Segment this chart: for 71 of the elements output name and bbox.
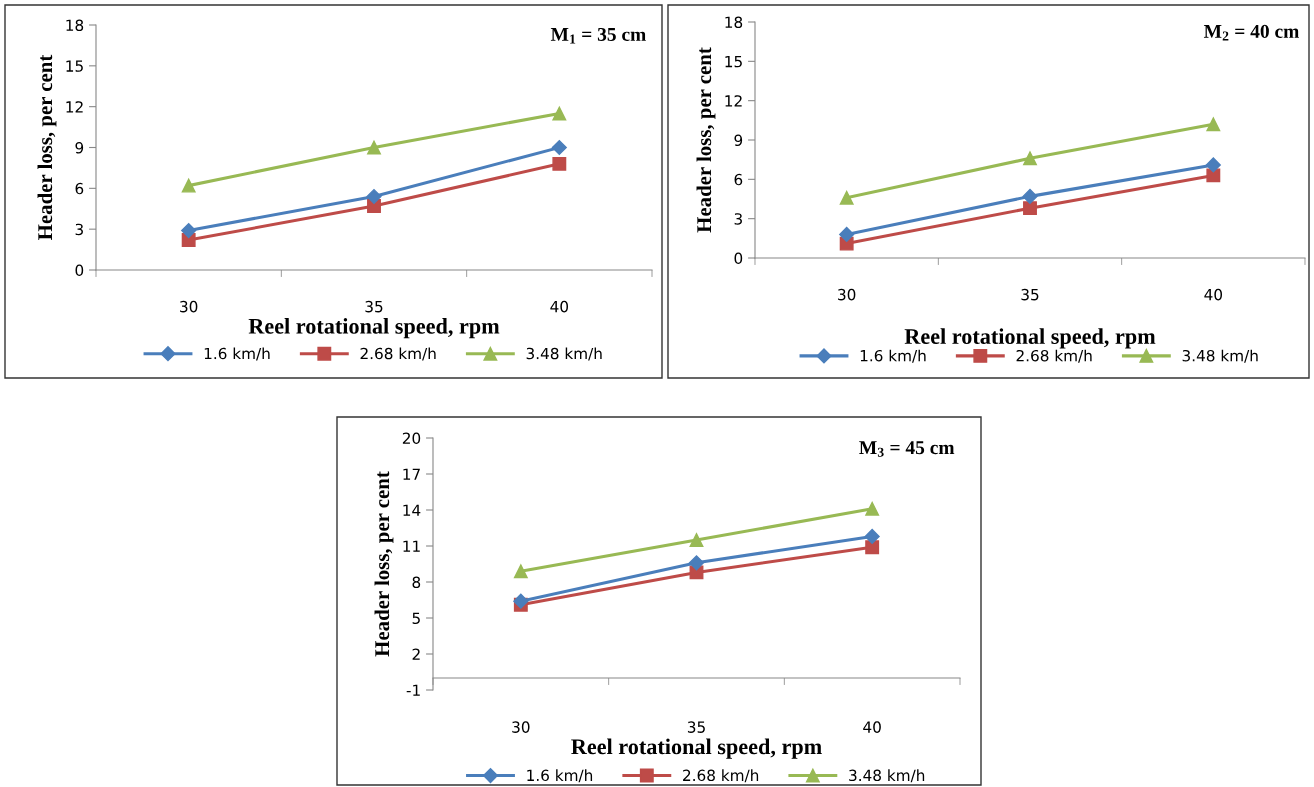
y-tick-label: 9 <box>75 141 84 154</box>
y-tick-label: 5 <box>412 612 420 625</box>
point <box>552 156 567 171</box>
point <box>689 533 704 547</box>
y-tick-label: 0 <box>75 264 84 277</box>
x-tick-label: 40 <box>863 721 881 733</box>
x-tick-label: 30 <box>512 721 530 733</box>
x-tick-label: 30 <box>838 288 856 301</box>
y-axis-title: Header loss, per cent <box>374 471 394 657</box>
x-tick-label: 40 <box>1204 288 1223 301</box>
y-axis-title: Header loss, per cent <box>37 54 57 240</box>
y-tick-label: 3 <box>734 213 742 225</box>
x-tick-label: 35 <box>687 721 705 733</box>
y-tick-label: 20 <box>402 432 421 445</box>
y-axis-title: Header loss, per cent <box>696 47 716 233</box>
point <box>181 178 196 193</box>
point <box>513 564 528 579</box>
legend-label: 1.6 km/h <box>860 349 926 363</box>
y-tick-label: 15 <box>66 60 83 72</box>
y-tick-label: 12 <box>66 101 83 113</box>
legend-label: 3.48 km/h <box>526 347 602 361</box>
point <box>865 501 880 516</box>
point <box>366 188 382 205</box>
y-tick-label: 14 <box>403 504 421 516</box>
legend-label: 3.48 km/h <box>849 769 925 783</box>
y-tick-label: 11 <box>403 540 420 552</box>
point <box>513 593 529 609</box>
point <box>1023 201 1037 216</box>
y-tick-label: 6 <box>734 173 743 186</box>
point <box>865 540 880 555</box>
point <box>1206 117 1221 132</box>
y-tick-label: 12 <box>725 95 742 107</box>
annotation: M$_{3}$ = 45 cm <box>859 441 955 457</box>
point <box>1023 151 1037 166</box>
point <box>181 222 197 239</box>
point <box>839 226 855 242</box>
legend-label: 1.6 km/h <box>527 769 593 783</box>
x-tick-label: 30 <box>180 300 198 313</box>
y-tick-label: 8 <box>412 576 421 589</box>
annotation: M$_{2}$ = 40 cm <box>1203 24 1299 41</box>
legend-label: 3.48 km/h <box>1182 349 1258 363</box>
x-axis-title: Reel rotational speed, rpm <box>904 328 1156 349</box>
x-tick-label: 35 <box>1021 288 1039 301</box>
x-axis-title: Reel rotational speed, rpm <box>248 318 500 339</box>
point <box>1022 188 1038 204</box>
legend-label: 2.68 km/h <box>1016 349 1092 363</box>
y-tick-label: 17 <box>403 468 420 480</box>
y-tick-label: 6 <box>75 182 84 195</box>
point <box>551 139 567 156</box>
y-tick-label: 2 <box>412 648 420 660</box>
y-tick-label: 0 <box>734 252 743 265</box>
y-tick-label: 18 <box>66 19 84 32</box>
x-tick-label: 40 <box>550 300 569 313</box>
point <box>367 140 381 155</box>
point <box>864 528 880 544</box>
point <box>1206 168 1221 183</box>
legend-label: 2.68 km/h <box>360 347 436 361</box>
point <box>839 190 854 205</box>
annotation: M$_{1}$ = 35 cm <box>550 27 646 44</box>
x-tick-label: 35 <box>365 300 383 313</box>
x-axis-title: Reel rotational speed, rpm <box>571 738 822 759</box>
legend-label: 1.6 km/h <box>204 347 270 361</box>
y-tick-label: -1 <box>406 684 420 696</box>
y-tick-label: 3 <box>75 223 83 236</box>
y-tick-label: 18 <box>725 16 743 29</box>
y-tick-label: 15 <box>725 56 742 68</box>
y-tick-label: 9 <box>734 134 743 147</box>
point <box>1205 157 1221 173</box>
point <box>552 106 567 121</box>
point <box>688 555 705 571</box>
legend-label: 2.68 km/h <box>683 769 759 783</box>
